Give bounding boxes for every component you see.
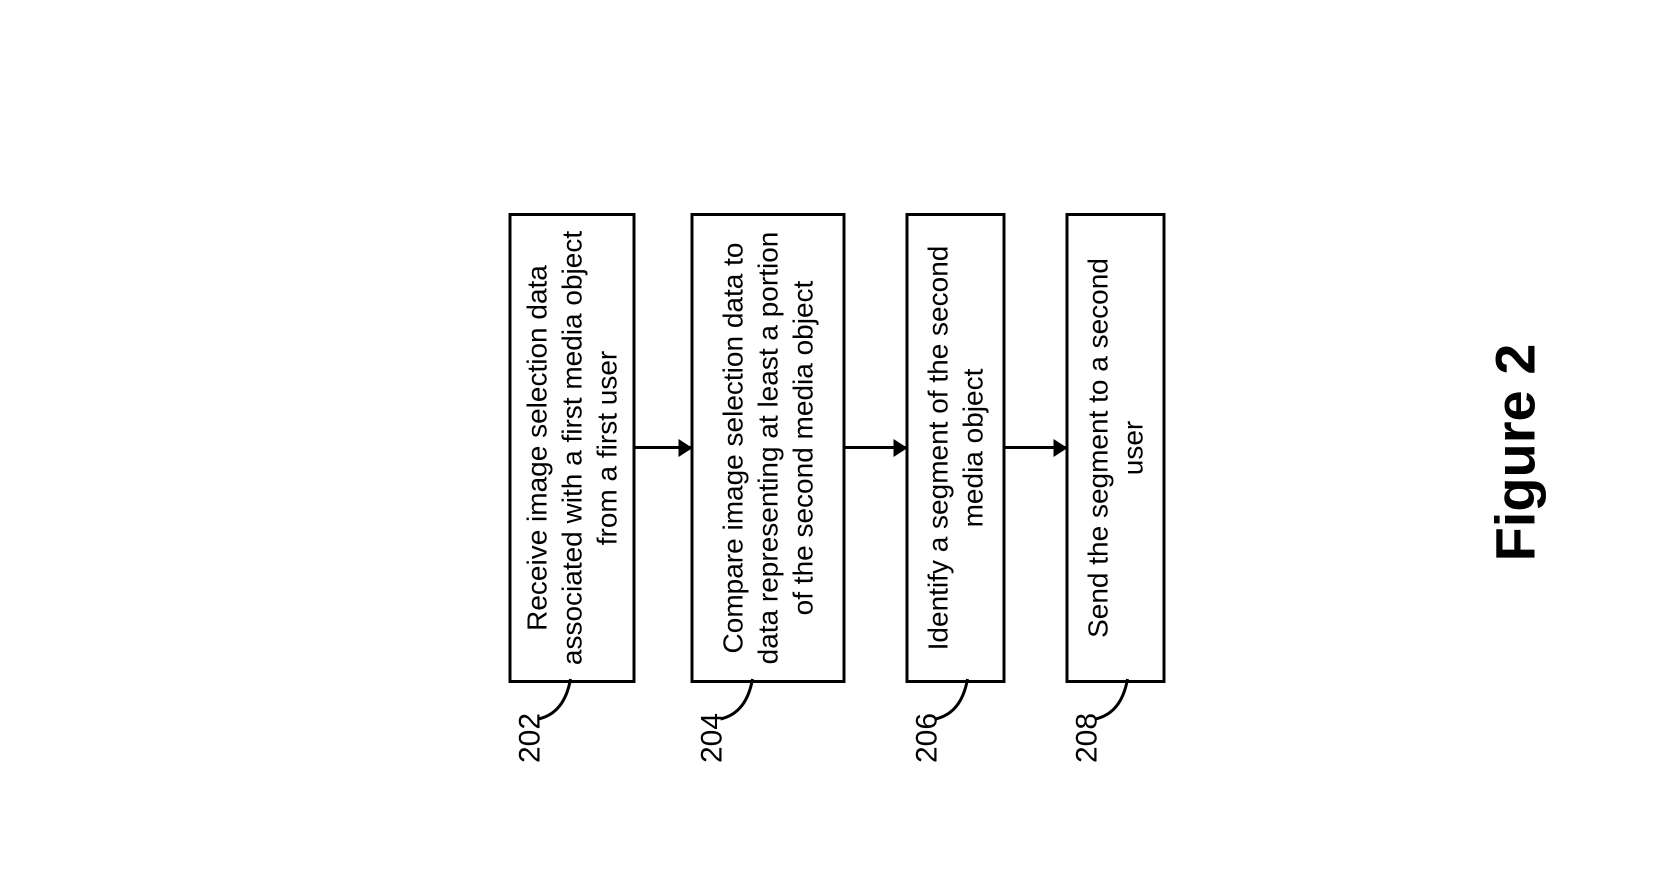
flowchart-node-208: Send the segment to a second user <box>1066 213 1166 683</box>
connector-swoosh-icon <box>719 677 757 721</box>
connector-swoosh-icon <box>1094 677 1132 721</box>
node-wrapper-202: 202 Receive image selection data associa… <box>509 213 636 683</box>
flowchart-node-204: Compare image selection data to data rep… <box>691 213 846 683</box>
flowchart-container: 202 Receive image selection data associa… <box>509 213 1166 683</box>
figure-title: Figure 2 <box>1483 344 1548 562</box>
arrow-connector <box>1006 447 1066 450</box>
flowchart-node-206: Identify a segment of the second media o… <box>906 213 1006 683</box>
connector-swoosh-icon <box>934 677 972 721</box>
arrow-connector <box>636 447 691 450</box>
node-wrapper-206: 206 Identify a segment of the second med… <box>906 213 1006 683</box>
flowchart-node-202: Receive image selection data associated … <box>509 213 636 683</box>
node-wrapper-204: 204 Compare image selection data to data… <box>691 213 846 683</box>
connector-swoosh-icon <box>537 677 575 721</box>
node-wrapper-208: 208 Send the segment to a second user <box>1066 213 1166 683</box>
arrow-connector <box>846 447 906 450</box>
